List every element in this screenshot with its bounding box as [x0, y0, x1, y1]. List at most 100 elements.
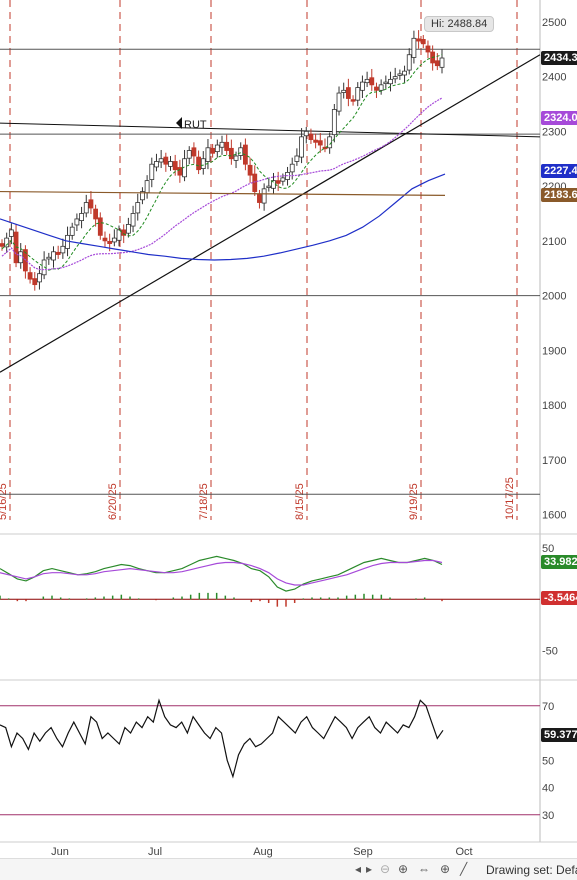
candle-body	[83, 202, 89, 214]
price-tick-label: 2500	[542, 17, 566, 29]
x-tick-label: Jun	[51, 846, 69, 858]
candle-body	[261, 188, 267, 204]
crosshair-icon[interactable]: ⊕	[440, 862, 451, 876]
candle-body	[345, 87, 351, 99]
price-tick-label: 1700	[542, 455, 566, 467]
pan-icon[interactable]: ⇔	[418, 862, 430, 876]
candle-body	[289, 163, 295, 173]
candle-body	[233, 155, 239, 161]
candle-body	[411, 37, 417, 58]
candle-body	[252, 173, 258, 192]
date-marker-label: 9/19/25	[408, 483, 420, 520]
high-label: Hi: 2488.84	[424, 16, 495, 32]
candle-body	[191, 147, 197, 157]
price-tag: 2183.6	[541, 188, 577, 203]
candle-body	[219, 141, 225, 148]
long-ma-line	[0, 173, 446, 261]
trendline	[0, 54, 541, 373]
candle-body	[172, 161, 178, 171]
rsi-tick-label: 40	[542, 783, 554, 795]
candle-body	[210, 147, 216, 154]
bottom-toolbar: ◂ ▸ ⊖ ⊕ ⇔ ⊕ ╱ Drawing set: Default	[0, 858, 577, 880]
candle-body	[93, 208, 99, 220]
momentum-signal-line	[0, 559, 443, 586]
candle-body	[32, 278, 38, 286]
price-tick-label: 2100	[542, 236, 566, 248]
candle-body	[111, 237, 117, 243]
candle-body	[238, 147, 244, 156]
price-tick-label: 1600	[542, 510, 566, 522]
candle-body	[27, 272, 33, 280]
candle-body	[65, 234, 70, 249]
x-tick-label: Jul	[148, 846, 162, 858]
candle-body	[331, 109, 337, 136]
x-tick-label: Sep	[353, 846, 373, 858]
price-tick-label: 2300	[542, 126, 566, 138]
x-tick-label: Aug	[253, 846, 273, 858]
price-tick-label: 1900	[542, 345, 566, 357]
rsi-line	[0, 698, 444, 779]
candle-body	[327, 136, 333, 149]
price-tag: 2227.4	[541, 164, 577, 179]
candle-body	[116, 229, 122, 241]
candle-body	[388, 78, 393, 85]
price-tag: 2324.0	[541, 111, 577, 126]
momentum-tick-label: 50	[542, 543, 554, 555]
candle-body	[149, 163, 155, 180]
short-ma-line	[1, 54, 443, 271]
candle-body	[168, 161, 173, 167]
zoom-in-icon[interactable]: ⊕	[398, 862, 409, 876]
momentum-value-tag: 33.982	[541, 555, 577, 569]
draw-line-icon[interactable]: ╱	[460, 862, 468, 876]
rut-arrow-icon	[176, 117, 182, 129]
candle-body	[8, 229, 14, 237]
candle-body	[275, 180, 281, 184]
candle-body	[158, 158, 164, 163]
candle-body	[154, 161, 159, 168]
momentum-tick-label: -50	[542, 645, 558, 657]
date-marker-label: 10/17/25	[504, 477, 516, 520]
candle-body	[130, 213, 136, 227]
candle-body	[397, 73, 403, 76]
candle-body	[74, 218, 80, 226]
candle-body	[350, 99, 356, 102]
date-marker-label: 6/20/25	[107, 483, 119, 520]
candle-body	[378, 84, 384, 91]
candle-body	[214, 144, 220, 153]
candle-body	[257, 193, 262, 203]
candle-body	[322, 146, 328, 150]
candle-body	[228, 147, 234, 160]
candle-body	[341, 89, 347, 93]
drawing-set-label[interactable]: Drawing set: Default	[486, 863, 577, 877]
candle-body	[402, 70, 407, 76]
candle-body	[200, 158, 206, 169]
candle-body	[4, 237, 10, 248]
date-marker-label: 8/15/25	[294, 483, 306, 520]
candle-body	[51, 251, 56, 261]
x-tick-label: Oct	[455, 846, 472, 858]
candle-body	[299, 136, 304, 158]
candle-body	[308, 133, 314, 140]
rsi-tick-label: 50	[542, 755, 554, 767]
candle-body	[355, 87, 361, 101]
candle-body	[107, 240, 113, 244]
candles	[0, 30, 445, 291]
candle-body	[186, 150, 192, 159]
candle-body	[205, 147, 211, 162]
candle-body	[125, 224, 131, 234]
price-tick-label: 2400	[542, 72, 566, 84]
candle-body	[383, 81, 389, 85]
scroll-right-icon[interactable]: ▸	[366, 862, 373, 876]
candle-body	[46, 256, 52, 260]
candle-body	[41, 259, 47, 276]
zoom-out-icon[interactable]: ⊖	[380, 862, 391, 876]
candle-body	[266, 185, 272, 189]
candle-body	[55, 251, 61, 255]
rut-line	[0, 122, 541, 138]
scroll-left-icon[interactable]: ◂	[355, 862, 362, 876]
candle-body	[434, 60, 440, 67]
candle-body	[60, 245, 66, 254]
momentum-value-tag: -3.5464	[541, 591, 577, 605]
candle-body	[196, 156, 201, 171]
